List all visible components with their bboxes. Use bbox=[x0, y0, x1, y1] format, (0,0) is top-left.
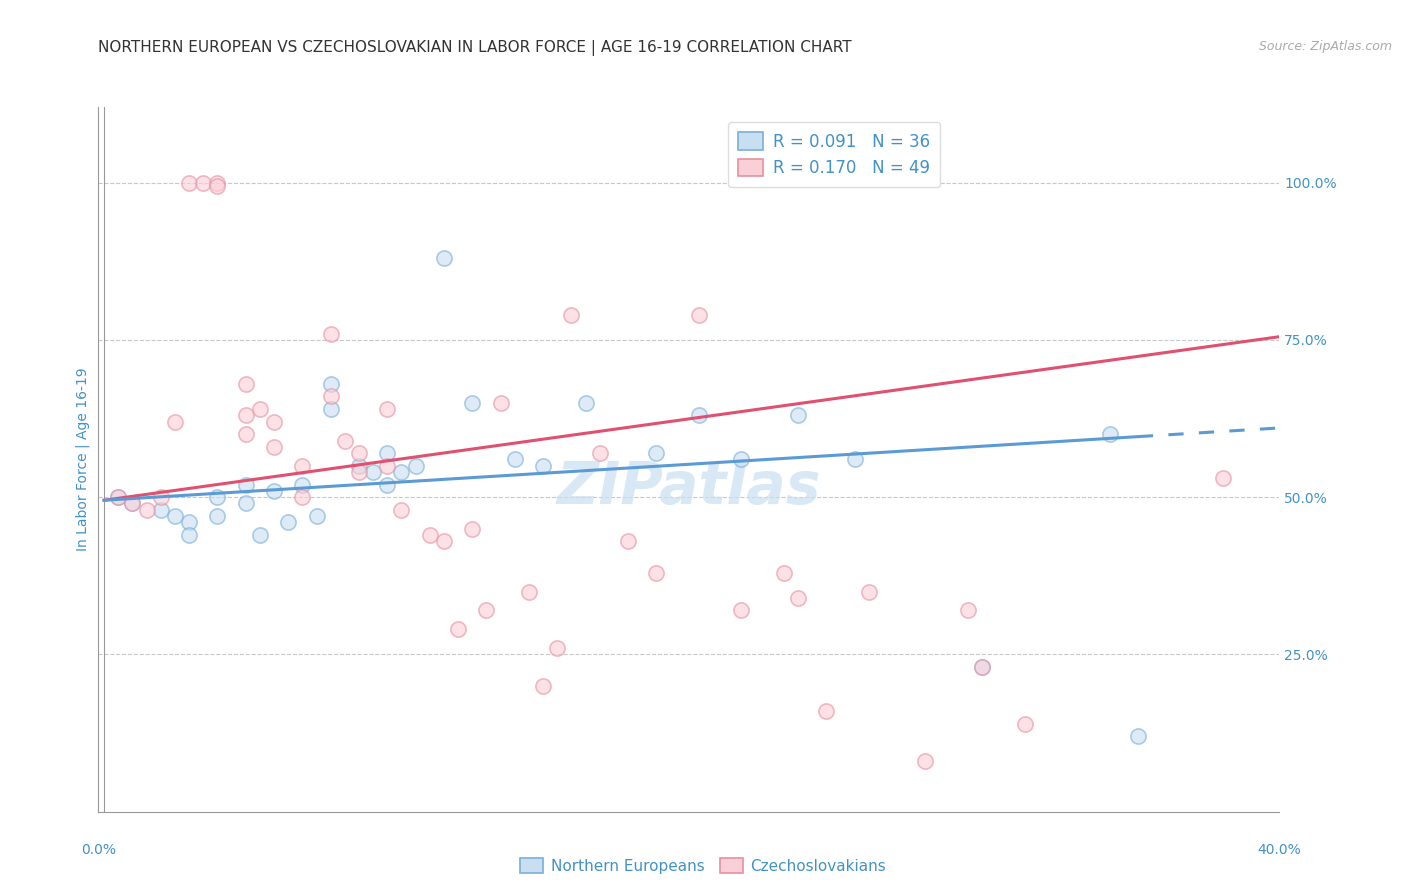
Point bbox=[291, 477, 314, 491]
Point bbox=[433, 251, 456, 265]
Point bbox=[645, 446, 668, 460]
Point bbox=[177, 528, 200, 542]
Point bbox=[235, 376, 257, 391]
Point bbox=[1126, 729, 1149, 743]
Point bbox=[249, 528, 271, 542]
Point bbox=[235, 477, 257, 491]
Point bbox=[560, 308, 582, 322]
Point bbox=[970, 660, 993, 674]
Point bbox=[235, 427, 257, 442]
Point bbox=[263, 415, 285, 429]
Point bbox=[263, 440, 285, 454]
Point bbox=[503, 452, 526, 467]
Text: 40.0%: 40.0% bbox=[1257, 843, 1302, 857]
Point bbox=[546, 641, 568, 656]
Text: ZIPatlas: ZIPatlas bbox=[557, 459, 821, 516]
Text: 0.0%: 0.0% bbox=[82, 843, 115, 857]
Point bbox=[263, 483, 285, 498]
Point bbox=[361, 465, 384, 479]
Point bbox=[447, 622, 470, 636]
Point bbox=[914, 755, 936, 769]
Point bbox=[177, 516, 200, 530]
Point bbox=[645, 566, 668, 580]
Point bbox=[419, 528, 441, 542]
Point bbox=[333, 434, 356, 448]
Point bbox=[319, 389, 342, 403]
Point bbox=[375, 446, 398, 460]
Point bbox=[433, 534, 456, 549]
Legend: Northern Europeans, Czechoslovakians: Northern Europeans, Czechoslovakians bbox=[515, 852, 891, 880]
Point bbox=[787, 591, 810, 605]
Point bbox=[956, 603, 979, 617]
Point bbox=[347, 465, 370, 479]
Point bbox=[107, 490, 129, 504]
Point bbox=[489, 396, 512, 410]
Point bbox=[121, 496, 143, 510]
Point bbox=[517, 584, 540, 599]
Point bbox=[475, 603, 498, 617]
Point bbox=[589, 446, 612, 460]
Point bbox=[375, 458, 398, 473]
Text: Source: ZipAtlas.com: Source: ZipAtlas.com bbox=[1258, 40, 1392, 54]
Point bbox=[135, 502, 157, 516]
Point bbox=[1098, 427, 1121, 442]
Point bbox=[319, 376, 342, 391]
Point bbox=[815, 704, 838, 718]
Point bbox=[461, 396, 484, 410]
Point bbox=[235, 409, 257, 423]
Point bbox=[347, 446, 370, 460]
Point bbox=[149, 502, 172, 516]
Point bbox=[277, 516, 299, 530]
Point bbox=[347, 458, 370, 473]
Text: NORTHERN EUROPEAN VS CZECHOSLOVAKIAN IN LABOR FORCE | AGE 16-19 CORRELATION CHAR: NORTHERN EUROPEAN VS CZECHOSLOVAKIAN IN … bbox=[98, 40, 852, 56]
Point bbox=[844, 452, 866, 467]
Point bbox=[405, 458, 427, 473]
Point bbox=[207, 490, 229, 504]
Point bbox=[772, 566, 794, 580]
Point bbox=[531, 679, 554, 693]
Point bbox=[1212, 471, 1234, 485]
Point bbox=[574, 396, 596, 410]
Point bbox=[617, 534, 640, 549]
Legend: R = 0.091   N = 36, R = 0.170   N = 49: R = 0.091 N = 36, R = 0.170 N = 49 bbox=[728, 122, 941, 187]
Point bbox=[291, 490, 314, 504]
Point bbox=[730, 452, 752, 467]
Point bbox=[121, 496, 143, 510]
Point bbox=[375, 477, 398, 491]
Point bbox=[730, 603, 752, 617]
Point bbox=[375, 402, 398, 417]
Point bbox=[319, 402, 342, 417]
Point bbox=[1014, 716, 1036, 731]
Point bbox=[858, 584, 880, 599]
Point bbox=[305, 508, 328, 523]
Point bbox=[207, 176, 229, 190]
Point bbox=[787, 409, 810, 423]
Point bbox=[531, 458, 554, 473]
Y-axis label: In Labor Force | Age 16-19: In Labor Force | Age 16-19 bbox=[76, 368, 90, 551]
Point bbox=[163, 508, 186, 523]
Point bbox=[319, 326, 342, 341]
Point bbox=[235, 496, 257, 510]
Point bbox=[207, 178, 229, 193]
Point bbox=[193, 176, 215, 190]
Point bbox=[688, 308, 710, 322]
Point bbox=[249, 402, 271, 417]
Point bbox=[970, 660, 993, 674]
Point bbox=[291, 458, 314, 473]
Point bbox=[149, 490, 172, 504]
Point bbox=[177, 176, 200, 190]
Point bbox=[391, 502, 413, 516]
Point bbox=[391, 465, 413, 479]
Point bbox=[688, 409, 710, 423]
Point bbox=[207, 508, 229, 523]
Point bbox=[107, 490, 129, 504]
Point bbox=[461, 522, 484, 536]
Point bbox=[163, 415, 186, 429]
